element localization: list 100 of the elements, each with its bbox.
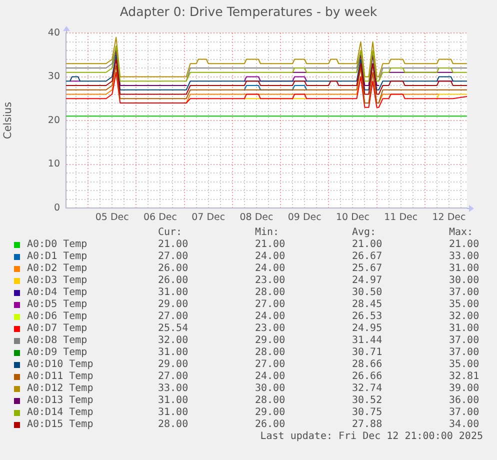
x-tick-label: 05 Dec — [95, 212, 129, 224]
y-tick-label: 30 — [48, 71, 60, 82]
text: 21.00 — [255, 239, 286, 251]
text: 27.00 — [158, 251, 190, 263]
legend-label: A0:D3 Temp — [27, 275, 88, 287]
text: 31.00 — [158, 395, 190, 407]
text: 28.00 — [255, 395, 286, 407]
text: 32.00 — [449, 311, 480, 323]
legend-label: A0:D9 Temp — [27, 347, 88, 359]
legend-label: A0:D8 Temp — [27, 335, 88, 347]
text: 30.00 — [255, 383, 286, 395]
chart-title: Adapter 0: Drive Temperatures - by week — [118, 4, 378, 19]
x-tick-label: 06 Dec — [143, 212, 177, 224]
text: 28.66 — [352, 359, 384, 371]
y-tick-label: 0 — [54, 202, 60, 214]
y-axis-title: Celsius — [2, 102, 14, 140]
text: 26.67 — [352, 251, 384, 263]
text: 28.00 — [158, 419, 190, 431]
text: 30.75 — [352, 407, 384, 419]
legend-label: A0:D13 Temp — [27, 395, 94, 407]
text: 26.00 — [255, 419, 286, 431]
text: 24.00 — [255, 371, 286, 383]
legend-label: A0:D0 Temp — [27, 239, 88, 251]
text: 29.00 — [255, 407, 286, 419]
text: 24.00 — [255, 311, 286, 323]
legend-label: A0:D6 Temp — [27, 311, 88, 323]
text: 35.00 — [449, 299, 480, 311]
text: 33.00 — [449, 251, 480, 263]
legend-label: A0:D4 Temp — [27, 287, 88, 299]
y-tick-label: 40 — [48, 27, 60, 38]
x-tick-label: 07 Dec — [192, 212, 226, 224]
text: 23.00 — [255, 275, 286, 287]
text: 21.00 — [449, 239, 480, 251]
text: 31.44 — [352, 335, 384, 347]
text: 33.00 — [158, 383, 190, 395]
legend-label: A0:D15 Temp — [27, 419, 94, 431]
text: 29.00 — [255, 335, 286, 347]
text: 37.00 — [449, 335, 480, 347]
text: 26.53 — [352, 311, 384, 323]
text: 27.00 — [158, 311, 190, 323]
legend-label: A0:D2 Temp — [27, 263, 88, 275]
text: 26.66 — [352, 371, 384, 383]
text: 31.00 — [158, 407, 190, 419]
text: 37.00 — [449, 407, 480, 419]
x-tick-label: 12 Dec — [432, 212, 466, 224]
text: 30.00 — [449, 275, 480, 287]
y-tick-label: 20 — [48, 114, 60, 126]
text: 21.00 — [352, 239, 384, 251]
text: 30.50 — [352, 287, 384, 299]
text: 36.00 — [449, 395, 480, 407]
text: 30.52 — [352, 395, 384, 407]
text: 37.00 — [449, 287, 480, 299]
text: 28.45 — [352, 299, 384, 311]
legend-label: A0:D14 Temp — [27, 407, 94, 419]
text: 21.00 — [158, 239, 190, 251]
text: 29.00 — [158, 299, 190, 311]
text: 28.00 — [255, 347, 286, 359]
text: Last update: Fri Dec 12 21:00:00 2025 — [260, 431, 483, 443]
legend-label: A0:D11 Temp — [27, 371, 94, 383]
text: 32.81 — [449, 371, 480, 383]
x-tick-label: 08 Dec — [240, 212, 274, 224]
legend-label: A0:D12 Temp — [27, 383, 94, 395]
x-tick-label: 10 Dec — [336, 212, 370, 224]
text: Cur: — [158, 227, 184, 239]
x-tick-label: 11 Dec — [384, 212, 418, 224]
text: 32.74 — [352, 383, 384, 395]
text: Max: — [449, 227, 474, 239]
text: 35.00 — [449, 359, 480, 371]
text: 31.00 — [449, 323, 480, 335]
text: 30.71 — [352, 347, 384, 359]
text: 29.00 — [158, 359, 190, 371]
text: 25.67 — [352, 263, 384, 275]
text: 31.00 — [158, 287, 190, 299]
legend-label: A0:D1 Temp — [27, 251, 88, 263]
text: 28.00 — [255, 287, 286, 299]
text: 24.00 — [255, 251, 286, 263]
text: 25.54 — [158, 323, 190, 335]
legend-label: A0:D5 Temp — [27, 299, 88, 311]
text: 32.00 — [158, 335, 190, 347]
text: 24.00 — [255, 263, 286, 275]
text: 24.95 — [352, 323, 384, 335]
text: Min: — [255, 227, 280, 239]
legend-label: A0:D10 Temp — [27, 359, 94, 371]
text: Avg: — [352, 227, 378, 239]
text: 27.00 — [255, 359, 286, 371]
text: 27.00 — [255, 299, 286, 311]
x-tick-label: 09 Dec — [288, 212, 322, 224]
text: 39.00 — [449, 383, 480, 395]
y-tick-label: 10 — [48, 158, 60, 170]
text: 27.88 — [352, 419, 384, 431]
text: 37.00 — [449, 347, 480, 359]
text: 23.00 — [255, 323, 286, 335]
text: 27.00 — [158, 371, 190, 383]
legend-label: A0:D7 Temp — [27, 323, 88, 335]
text: 31.00 — [158, 347, 190, 359]
text: 31.00 — [449, 263, 480, 275]
text: 24.97 — [352, 275, 384, 287]
text: 26.00 — [158, 275, 190, 287]
text: 26.00 — [158, 263, 190, 275]
text: 34.00 — [449, 419, 480, 431]
